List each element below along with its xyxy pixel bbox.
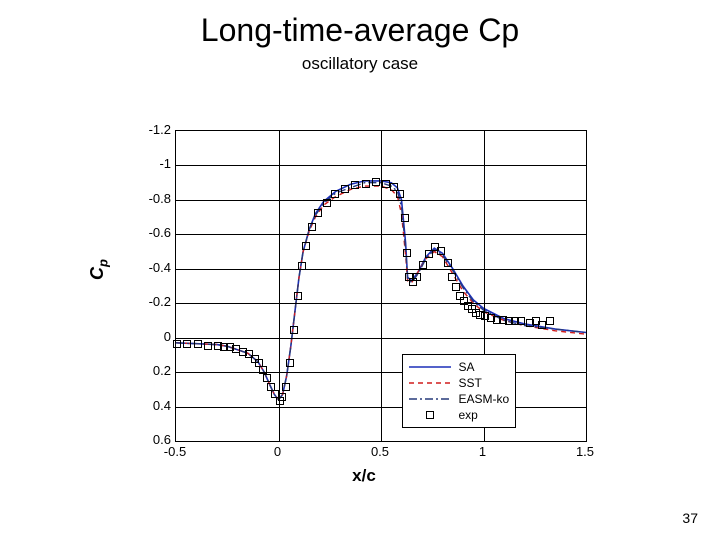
legend-row: exp [409,407,510,423]
slide-subtitle: oscillatory case [0,54,720,74]
exp-marker [444,259,452,267]
exp-marker [425,250,433,258]
legend-label: SST [459,376,482,390]
exp-marker [362,180,370,188]
legend: SA SST EASM-ko exp [402,354,517,428]
legend-label: SA [459,360,475,374]
slide-title: Long-time-average Cp [0,12,720,49]
exp-marker [351,181,359,189]
exp-marker [302,242,310,250]
legend-label: exp [459,408,478,422]
plot-area: SA SST EASM-ko exp [175,130,587,442]
exp-marker [290,326,298,334]
exp-marker [419,261,427,269]
exp-marker [286,359,294,367]
legend-label: EASM-ko [459,392,510,406]
exp-marker [413,273,421,281]
exp-marker [517,317,525,325]
y-tick-label: -1 [121,156,171,171]
exp-marker [323,199,331,207]
exp-marker [538,321,546,329]
exp-marker [314,209,322,217]
legend-row: SST [409,375,510,391]
gridline-v [381,131,382,441]
y-tick-label: -0.4 [121,260,171,275]
x-tick-label: 0.5 [360,444,400,459]
legend-row: SA [409,359,510,375]
y-tick-label: -0.2 [121,294,171,309]
y-tick-label: -0.8 [121,191,171,206]
y-tick-label: 0.2 [121,363,171,378]
legend-swatch [409,392,451,406]
exp-marker [308,223,316,231]
cp-chart: Cp SASSTEASM-koexp x/c -1.2-1-0.8-0.6-0.… [115,120,613,490]
exp-marker [372,178,380,186]
exp-marker [437,247,445,255]
exp-marker [546,317,554,325]
legend-swatch [409,360,451,374]
y-axis-label: Cp [87,259,111,280]
exp-marker [183,340,191,348]
exp-marker [278,393,286,401]
y-tick-label: 0.4 [121,398,171,413]
y-tick-label: -1.2 [121,122,171,137]
exp-marker [259,366,267,374]
exp-marker [194,340,202,348]
exp-marker [173,340,181,348]
x-tick-label: 1 [463,444,503,459]
exp-marker [401,214,409,222]
exp-marker [282,383,290,391]
legend-swatch [409,376,451,390]
exp-marker [396,190,404,198]
y-tick-label: -0.6 [121,225,171,240]
exp-marker [452,283,460,291]
exp-marker [294,292,302,300]
exp-marker [298,262,306,270]
exp-marker [331,190,339,198]
x-tick-label: -0.5 [155,444,195,459]
legend-swatch [409,408,451,422]
x-axis-label: x/c [115,466,613,486]
exp-marker [341,185,349,193]
x-tick-label: 1.5 [565,444,605,459]
exp-marker [263,374,271,382]
exp-marker [382,180,390,188]
exp-marker [448,273,456,281]
y-tick-label: 0 [121,329,171,344]
legend-row: EASM-ko [409,391,510,407]
x-tick-label: 0 [258,444,298,459]
exp-marker [403,249,411,257]
page-number: 37 [682,510,698,526]
exp-marker [204,342,212,350]
